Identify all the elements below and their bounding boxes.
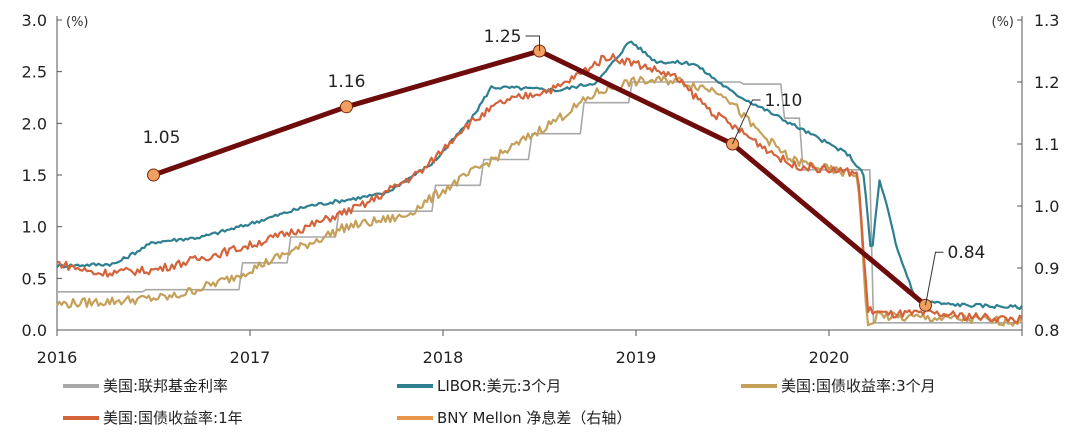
- nim-data-label: 1.16: [328, 72, 366, 92]
- series-line-4: [56, 53, 1023, 324]
- nim-data-label: 1.10: [765, 91, 803, 111]
- series-line-2: [56, 40, 1023, 311]
- legend-label: 美国:国债收益率:3个月: [781, 377, 936, 395]
- y-right-tick-label: 1.1: [1034, 135, 1059, 154]
- axes: 0.0 0.5 1.0 1.5 2.0 2.5 3.0 0.8 0.9 1.0 1.1 1.2 1.3 (…: [22, 11, 1060, 367]
- nim-data-label: 0.84: [948, 243, 986, 263]
- y-left-tick-label: 0.0: [22, 321, 47, 340]
- y-left-tick-label: 2.5: [22, 63, 47, 82]
- y-right-tick-label: 0.9: [1034, 259, 1059, 278]
- y-left-unit-label: (%): [66, 15, 89, 30]
- legend-label: BNY Mellon 净息差（右轴）: [437, 409, 631, 427]
- legend: 美国:联邦基金利率 LIBOR:美元:3个月 美国:国债收益率:3个月美国:国债收益…: [63, 377, 936, 427]
- legend-label: 美国:联邦基金利率: [103, 377, 228, 395]
- nim-data-label: 1.25: [484, 27, 522, 47]
- nim-leader-line: [925, 251, 944, 306]
- y-left-tick-label: 2.0: [22, 114, 47, 133]
- annotation-layer: 1.05 1.16 1.25 1.10 0.84: [143, 27, 986, 312]
- x-tick-label: 2016: [37, 348, 78, 367]
- y-left-tick-label: 3.0: [22, 11, 47, 30]
- x-tick-label: 2018: [423, 348, 464, 367]
- x-tick-label: 2020: [809, 348, 850, 367]
- y-right-tick-label: 1.3: [1034, 11, 1059, 30]
- y-right-unit-label: (%): [992, 15, 1015, 30]
- y-left-tick-label: 0.5: [22, 269, 47, 288]
- legend-label: LIBOR:美元:3个月: [437, 377, 561, 395]
- legend-label: 美国:国债收益率:1年: [103, 409, 243, 427]
- x-tick-label: 2019: [616, 348, 657, 367]
- nim-data-label: 1.05: [143, 128, 181, 148]
- y-right-tick-label: 1.2: [1034, 73, 1059, 92]
- nim-leader-line: [732, 99, 761, 145]
- nim-point-marker: [340, 100, 353, 114]
- x-tick-label: 2017: [230, 348, 271, 367]
- nim-point-marker: [147, 168, 160, 182]
- series-layer: [56, 40, 1024, 327]
- nim-leader-line: [525, 35, 540, 51]
- y-left-tick-label: 1.5: [22, 166, 47, 185]
- y-right-tick-label: 1.0: [1034, 197, 1059, 216]
- y-right-tick-label: 0.8: [1034, 321, 1059, 340]
- y-left-tick-label: 1.0: [22, 218, 47, 237]
